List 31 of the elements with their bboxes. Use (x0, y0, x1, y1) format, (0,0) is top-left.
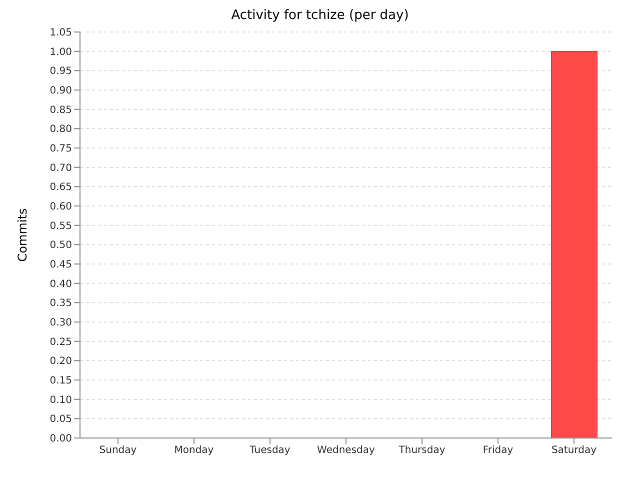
x-tick-label: Monday (174, 445, 214, 456)
y-tick-label: 0.65 (50, 182, 72, 194)
y-axis-title: Commits (15, 208, 30, 262)
x-tick-label: Friday (482, 445, 514, 456)
y-tick-label: 0.95 (50, 66, 72, 78)
y-tick-label: 0.10 (50, 394, 72, 406)
y-tick-label: 0.40 (50, 278, 72, 290)
y-tick-label: 0.45 (50, 260, 72, 271)
y-tick-label: 0.25 (50, 336, 72, 348)
y-tick-label: 0.30 (50, 318, 72, 329)
y-tick-label: 0.50 (50, 240, 72, 252)
x-tick-label: Wednesday (317, 445, 376, 456)
chart-title: Activity for tchize (per day) (230, 8, 410, 25)
y-tick-label: 0.20 (50, 356, 72, 368)
x-tick-label: Tuesday (248, 445, 290, 456)
y-tick-label: 0.05 (50, 414, 72, 426)
y-tick-label: 0.85 (50, 104, 72, 116)
y-tick-label: 0.15 (50, 376, 72, 387)
y-tick-label: 1.00 (50, 46, 72, 58)
y-tick-label: 0.90 (50, 86, 72, 97)
x-tick-label: Saturday (551, 445, 597, 456)
y-tick-label: 0.60 (50, 202, 72, 213)
y-tick-label: 0.70 (50, 162, 72, 174)
y-tick-label: 0.00 (50, 434, 72, 445)
y-tick-label: 0.80 (50, 124, 72, 136)
y-tick-label: 0.75 (50, 144, 72, 155)
y-tick-label: 0.55 (50, 220, 72, 232)
x-tick-label: Sunday (99, 445, 137, 456)
x-tick-label: Thursday (398, 445, 446, 456)
y-tick-label: 1.05 (50, 28, 72, 39)
y-tick-label: 0.35 (50, 298, 72, 310)
